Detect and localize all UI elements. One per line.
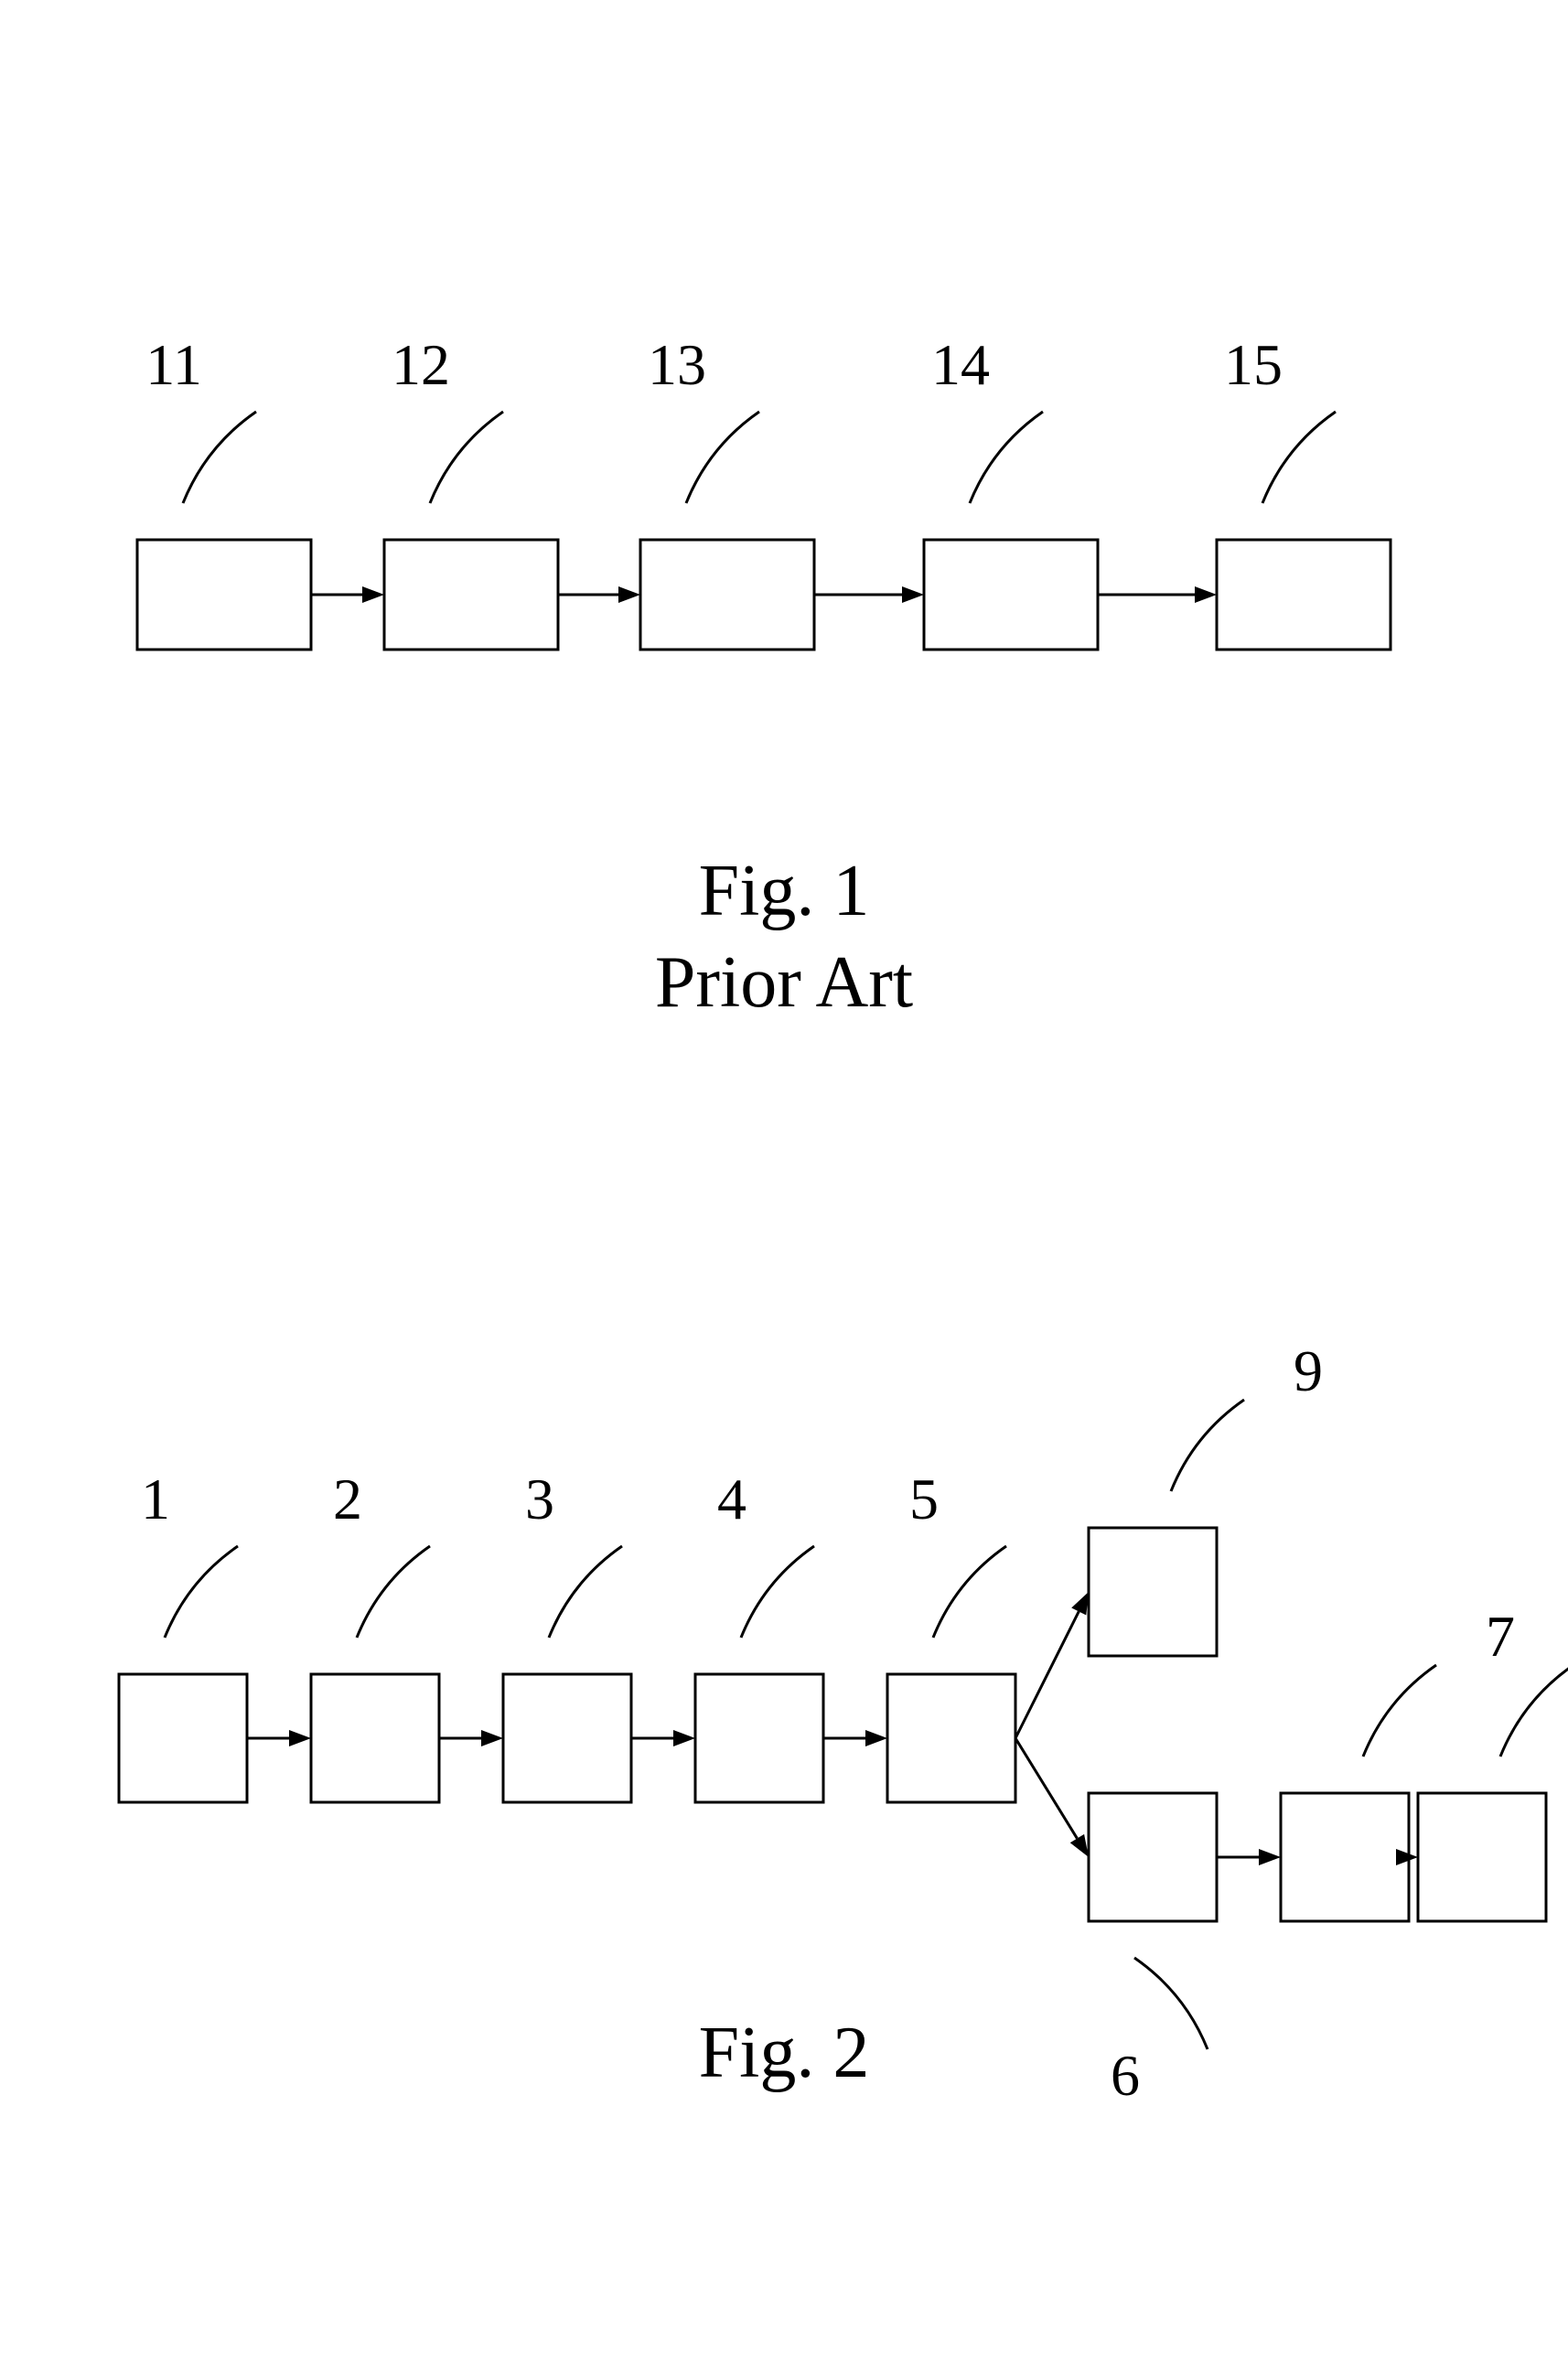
fig1-leader-14 [970, 412, 1043, 503]
fig1-leader-11 [183, 412, 256, 503]
fig2-leader-2 [357, 1546, 430, 1638]
fig2-edge-0 [247, 1730, 311, 1746]
fig1-caption-line-0: Fig. 1 [699, 851, 870, 931]
fig2-leader-9 [1171, 1400, 1244, 1491]
fig2-leader-7 [1363, 1665, 1436, 1757]
fig2-leader-6 [1134, 1958, 1208, 2049]
fig1-layer: 11 12 13 14 15 Fig. 1 Prior Art [137, 332, 1391, 1023]
fig1-leader-13 [686, 412, 759, 503]
fig2-node-6 [1089, 1793, 1217, 1921]
fig2-leader-5 [933, 1546, 1006, 1638]
fig2-node-label-6: 6 [1111, 2043, 1140, 2108]
fig2-edge-5 [1015, 1738, 1089, 1857]
fig2-node-5 [887, 1674, 1015, 1802]
fig1-node-12 [384, 540, 558, 650]
fig2-layer: 123459678Fig. 2 [119, 1338, 1568, 2108]
fig2-node-label-5: 5 [909, 1467, 939, 1531]
fig2-leader-1 [165, 1546, 238, 1638]
fig2-node-label-1: 1 [141, 1467, 170, 1531]
fig2-caption-line-0: Fig. 2 [699, 2013, 870, 2093]
fig2-edge-7 [1396, 1849, 1418, 1865]
fig2-node-2 [311, 1674, 439, 1802]
fig2-leader-8 [1500, 1665, 1568, 1757]
fig2-node-label-4: 4 [717, 1467, 746, 1531]
fig1-leader-15 [1262, 412, 1336, 503]
fig1-node-14 [924, 540, 1098, 650]
fig1-edge-1 [558, 586, 640, 603]
fig2-leader-3 [549, 1546, 622, 1638]
fig1-caption-line-1: Prior Art [655, 942, 913, 1023]
fig2-node-label-3: 3 [525, 1467, 554, 1531]
fig1-node-label-12: 12 [392, 332, 450, 397]
fig1-node-label-13: 13 [648, 332, 706, 397]
fig2-edge-4 [1015, 1592, 1089, 1738]
fig2-node-label-7: 7 [1486, 1604, 1515, 1669]
fig2-edge-2 [631, 1730, 695, 1746]
fig2-node-4 [695, 1674, 823, 1802]
fig2-node-3 [503, 1674, 631, 1802]
fig1-node-label-11: 11 [145, 332, 202, 397]
fig2-edge-3 [823, 1730, 887, 1746]
fig2-node-label-2: 2 [333, 1467, 362, 1531]
fig2-node-label-9: 9 [1294, 1338, 1323, 1403]
fig2-node-8 [1418, 1793, 1546, 1921]
diagram-canvas: 1112131415Fig. 1Prior Art 123459678Fig. … [0, 0, 1568, 2353]
fig2-leader-4 [741, 1546, 814, 1638]
fig1-edge-3 [1098, 586, 1217, 603]
fig2-node-9 [1089, 1528, 1217, 1656]
fig1-node-11 [137, 540, 311, 650]
fig2-edge-6 [1217, 1849, 1281, 1865]
fig2-node-7 [1281, 1793, 1409, 1921]
fig1-node-label-15: 15 [1224, 332, 1283, 397]
fig1-node-15 [1217, 540, 1391, 650]
fig1-edge-2 [814, 586, 924, 603]
fig2-node-1 [119, 1674, 247, 1802]
fig2-edge-1 [439, 1730, 503, 1746]
fig1-node-13 [640, 540, 814, 650]
fig1-node-label-14: 14 [931, 332, 990, 397]
fig1-edge-0 [311, 586, 384, 603]
fig1-leader-12 [430, 412, 503, 503]
